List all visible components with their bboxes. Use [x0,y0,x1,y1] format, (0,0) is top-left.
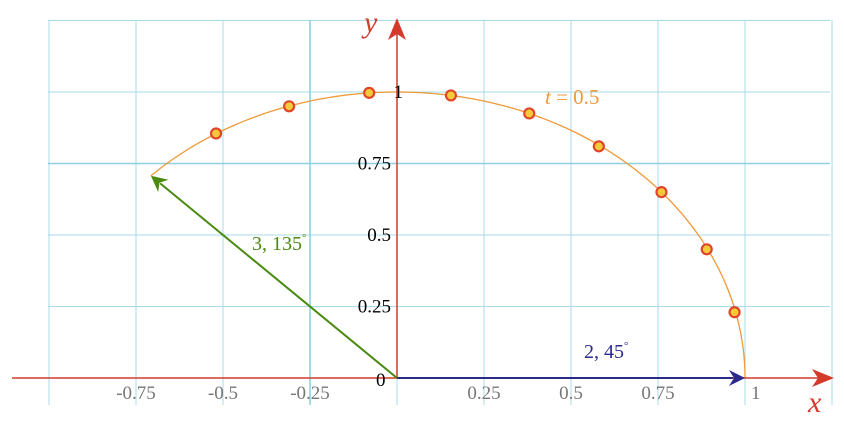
vector-green-label-main: 3, 135 [252,233,302,255]
curve-point [444,89,458,102]
y-axis-name: y [361,6,378,39]
vector-blue-label-deg: ° [624,340,628,352]
y-tick-label: 0.5 [367,225,391,246]
y-tick-label: 1 [394,82,404,103]
vector-green-label-deg: ° [302,232,306,244]
y-axis-arrow-icon [388,18,406,40]
labels: x y 0 t = 0.5 2, 45° 3, 135° [252,6,822,419]
x-tick-label: 1 [751,383,761,404]
origin-label: 0 [376,370,386,391]
curve-point [700,243,713,256]
curve-point [728,306,741,319]
vector-blue-arrowhead-icon [729,370,745,386]
curve-point [592,140,605,153]
axes: -0.75 -0.5 -0.25 0.25 0.5 0.75 1 0.25 0.5 0.75 1 [12,18,834,404]
vectors [150,175,745,386]
x-tick-label: 0.75 [641,383,674,404]
curve-point [363,86,376,99]
points [209,86,741,319]
grid [48,20,833,405]
x-tick-label: 0.25 [467,383,500,404]
x-axis-name: x [807,386,822,419]
x-tick-label: -0.25 [290,383,330,404]
vector-green-shaft [159,182,398,379]
x-tick-label: -0.75 [116,383,156,404]
curve-point [523,107,536,120]
y-tick-label: 0.75 [358,154,391,175]
y-tick-label: 0.25 [358,297,391,318]
curve-label-rest: = 0.5 [551,85,600,109]
x-axis-arrow-icon [812,369,834,387]
vector-blue-label-main: 2, 45 [584,341,624,363]
vector-blue-label: 2, 45° [584,340,628,363]
curve-point [655,186,668,199]
curve-label-var: t [545,85,552,109]
curve-point [283,100,296,113]
curve-point [209,127,223,140]
vector-green-arrowhead-icon [150,175,169,193]
vector-green-label: 3, 135° [252,232,306,255]
curve-label: t = 0.5 [545,85,599,109]
x-tick-label: -0.5 [208,383,238,404]
x-tick-label: 0.5 [559,383,583,404]
